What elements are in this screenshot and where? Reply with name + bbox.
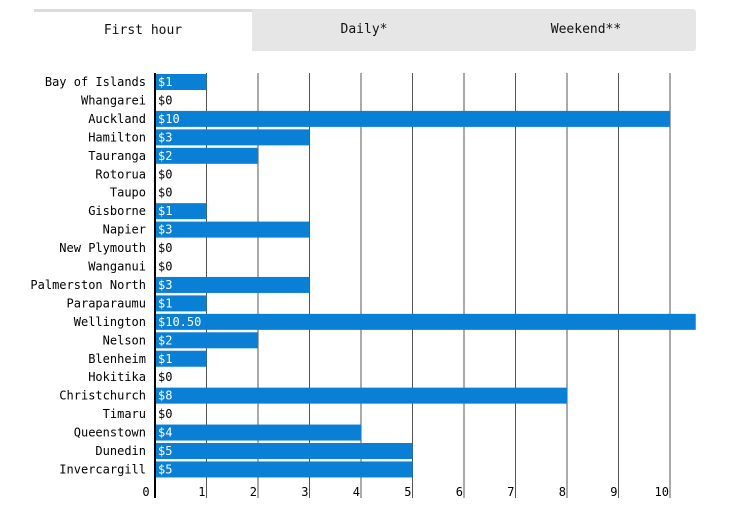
category-label: Auckland [88, 112, 146, 126]
tab-daily[interactable]: Daily* [340, 22, 388, 37]
x-tick-label: 4 [353, 485, 360, 499]
bar-value-label: $3 [158, 223, 172, 237]
category-label: Bay of Islands [45, 75, 146, 89]
bar-value-label: $10 [158, 112, 180, 126]
bar-value-label: $0 [158, 93, 172, 107]
category-label: New Plymouth [59, 241, 146, 255]
bar-14 [155, 332, 258, 349]
bar-value-label: $1 [158, 352, 172, 366]
category-label: Whangarei [81, 93, 146, 107]
category-label: Palmerston North [30, 278, 146, 292]
x-tick-label: 6 [456, 485, 463, 499]
category-label: Rotorua [95, 167, 146, 181]
x-tick-label: 5 [404, 485, 411, 499]
category-label: Hokitika [88, 370, 146, 384]
bar-value-label: $3 [158, 130, 172, 144]
x-tick-label: 2 [250, 485, 257, 499]
x-tick-label: 9 [610, 485, 617, 499]
x-tick-label: 0 [142, 485, 149, 499]
bar-value-label: $0 [158, 260, 172, 274]
tab-first-hour[interactable]: First hour [34, 9, 252, 51]
bar-0 [155, 74, 207, 90]
category-label: Invercargill [59, 462, 146, 476]
tab-weekend[interactable]: Weekend** [550, 22, 622, 37]
category-label: Christchurch [59, 389, 146, 403]
bar-value-label: $0 [158, 241, 172, 255]
bar-value-label: $0 [158, 370, 172, 384]
bar-value-label: $0 [158, 167, 172, 181]
x-tick-label: 10 [655, 485, 669, 499]
tab-bar: First hour Daily* Weekend** [34, 9, 696, 51]
bar-value-label: $0 [158, 186, 172, 200]
bar-value-label: $2 [158, 333, 172, 347]
category-label: Wellington [74, 315, 146, 329]
category-label: Paraparaumu [67, 296, 146, 310]
category-label: Queenstown [74, 426, 146, 440]
bar-19 [155, 424, 361, 441]
bar-20 [155, 443, 413, 459]
category-label: Dunedin [95, 444, 146, 458]
category-label: Napier [103, 223, 146, 237]
x-tick-label: 1 [198, 485, 205, 499]
bar-7 [155, 203, 207, 220]
x-tick-label: 8 [559, 485, 566, 499]
category-label: Tauranga [88, 149, 146, 163]
category-label: Blenheim [88, 352, 146, 366]
bar-value-label: $1 [158, 75, 172, 89]
category-label: Hamilton [88, 130, 146, 144]
bar-value-label: $0 [158, 407, 172, 421]
bar-13 [155, 313, 696, 330]
category-label: Timaru [103, 407, 146, 421]
bar-value-label: $10.50 [158, 315, 201, 329]
bar-value-label: $3 [158, 278, 172, 292]
bar-8 [155, 221, 310, 238]
bar-value-label: $8 [158, 389, 172, 403]
bar-15 [155, 350, 207, 367]
bar-12 [155, 295, 207, 312]
x-tick-label: 7 [507, 485, 514, 499]
bar-value-label: $4 [158, 426, 172, 440]
bar-value-label: $5 [158, 462, 172, 476]
bar-17 [155, 387, 567, 404]
bar-value-label: $2 [158, 149, 172, 163]
bar-value-label: $5 [158, 444, 172, 458]
bar-value-label: $1 [158, 296, 172, 310]
category-label: Wanganui [88, 260, 146, 274]
category-label: Gisborne [88, 204, 146, 218]
category-label: Nelson [103, 333, 146, 347]
bar-21 [155, 461, 413, 478]
bar-2 [155, 110, 670, 127]
bar-11 [155, 276, 310, 293]
bar-3 [155, 129, 310, 146]
x-tick-label: 3 [301, 485, 308, 499]
category-label: Taupo [110, 186, 146, 200]
bar-4 [155, 147, 258, 164]
bar-value-label: $1 [158, 204, 172, 218]
